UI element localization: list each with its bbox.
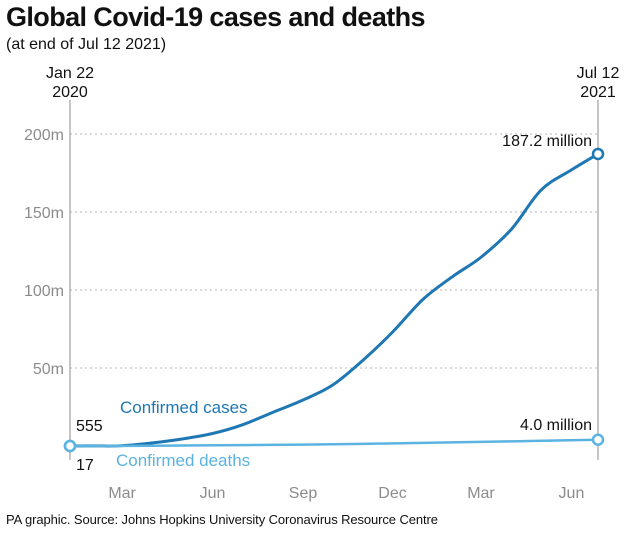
confirmed-deaths-start-marker	[63, 439, 77, 453]
confirmed-deaths-end-marker	[591, 433, 605, 447]
y-tick-label: 100m	[24, 283, 64, 300]
end-year-label: 2021	[580, 84, 616, 101]
source-note: PA graphic. Source: Johns Hopkins Univer…	[6, 512, 438, 527]
start-date-label: Jan 22	[46, 65, 94, 82]
confirmed-deaths-label: Confirmed deaths	[116, 451, 250, 470]
y-tick-label: 50m	[33, 361, 64, 378]
y-tick-label: 200m	[24, 127, 64, 144]
confirmed-cases-end-value: 187.2 million	[502, 133, 592, 150]
x-tick-label: Jun	[559, 485, 585, 502]
confirmed-deaths-end-value: 4.0 million	[520, 417, 592, 434]
confirmed-cases-line	[68, 152, 600, 448]
x-tick-label: Mar	[108, 485, 136, 502]
end-date-label: Jul 12	[577, 65, 620, 82]
x-tick-label: Mar	[467, 485, 495, 502]
y-axis-ticks: 50m 100m 150m 200m	[24, 127, 64, 378]
x-tick-label: Jun	[200, 485, 226, 502]
y-tick-label: 150m	[24, 205, 64, 222]
x-axis-ticks: Mar Jun Sep Dec Mar Jun	[108, 485, 584, 502]
gridlines	[70, 133, 598, 369]
x-tick-label: Dec	[378, 485, 406, 502]
x-tick-label: Sep	[289, 485, 318, 502]
confirmed-deaths-line	[68, 438, 600, 448]
confirmed-cases-label: Confirmed cases	[120, 398, 248, 417]
series-layer: Confirmed cases 555 187.2 million Confirmed…	[63, 133, 605, 474]
confirmed-deaths-start-value: 17	[76, 457, 94, 474]
chart-subtitle: (at end of Jul 12 2021)	[6, 36, 167, 53]
chart-title: Global Covid-19 cases and deaths	[6, 2, 426, 32]
start-year-label: 2020	[52, 84, 88, 101]
confirmed-cases-end-marker	[591, 147, 605, 161]
confirmed-cases-start-value: 555	[76, 418, 103, 435]
